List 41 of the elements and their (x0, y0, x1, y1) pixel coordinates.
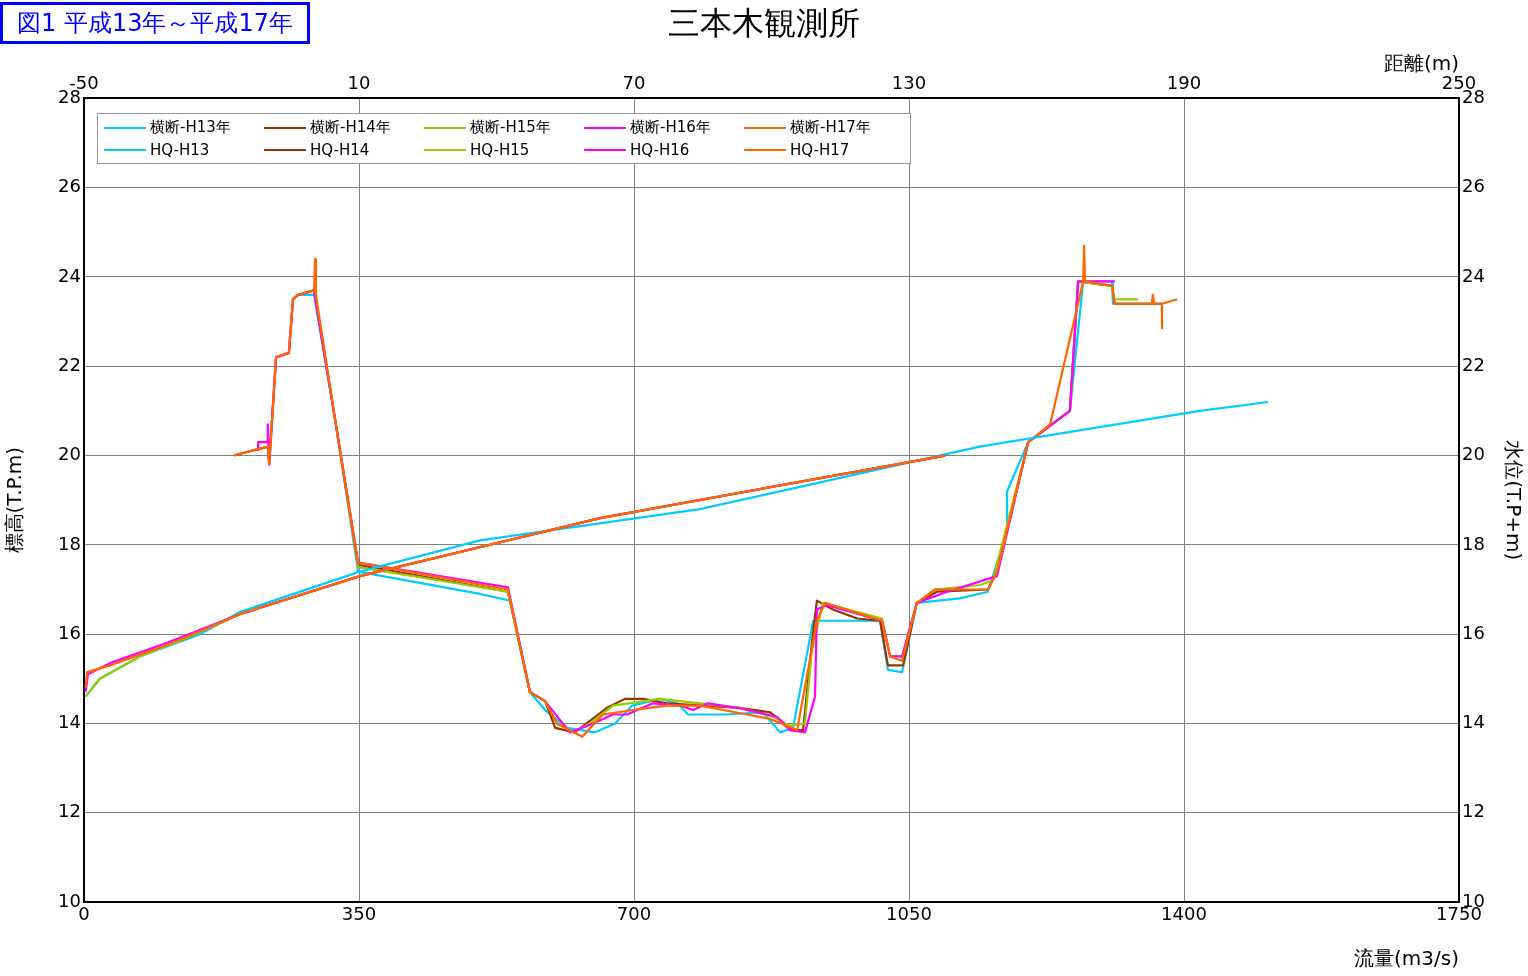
y-tick-label: 18 (58, 532, 81, 554)
y2-tick-label: 24 (1462, 264, 1485, 286)
x2-axis-title: 距離(m) (1383, 50, 1459, 75)
y-tick-label: 12 (58, 800, 81, 822)
legend-label: 横断-H17年 (790, 118, 871, 137)
legend-label: 横断-H14年 (310, 118, 391, 137)
x2-tick-label: 10 (347, 72, 371, 94)
y-axis-title: 標高(T.P.m) (2, 446, 27, 554)
y2-tick-label: 22 (1462, 353, 1485, 375)
legend-label: 横断-H16年 (630, 118, 711, 137)
y2-tick-label: 18 (1462, 532, 1485, 554)
y-tick-label: 24 (58, 264, 81, 286)
x-tick-label: 1400 (1161, 903, 1207, 925)
x-tick-label: 1050 (886, 903, 932, 925)
legend-label: HQ-H17 (790, 141, 850, 159)
x2-tick-label: 70 (622, 72, 646, 94)
y-tick-label: 20 (58, 443, 81, 465)
legend-label: HQ-H15 (470, 141, 530, 159)
y-tick-label: 14 (58, 711, 81, 733)
y-tick-label: 22 (58, 353, 81, 375)
y-tick-label: 16 (58, 621, 81, 643)
y2-tick-label: 16 (1462, 621, 1485, 643)
legend-label: HQ-H16 (630, 141, 690, 159)
y2-axis-title: 水位(T.P+m) (1501, 440, 1526, 561)
x-tick-label: 700 (616, 903, 652, 925)
caption: 図1 平成13年～平成17年 (0, 2, 310, 44)
x2-tick-label: 130 (891, 72, 927, 94)
y-tick-label: 26 (58, 175, 81, 197)
legend-label: HQ-H13 (150, 141, 210, 159)
x2-tick-label: 190 (1166, 72, 1202, 94)
y2-tick-label: 26 (1462, 175, 1485, 197)
x-tick-label: 350 (341, 903, 377, 925)
legend-label: 横断-H13年 (150, 118, 231, 137)
y-tick-label: 10 (58, 889, 81, 911)
y2-tick-label: 14 (1462, 711, 1485, 733)
chart-title: 三本木観測所 (668, 3, 860, 42)
y2-tick-label: 12 (1462, 800, 1485, 822)
y2-tick-label: 20 (1462, 443, 1485, 465)
x-axis-title: 流量(m3/s) (1354, 946, 1459, 971)
legend-label: HQ-H14 (310, 141, 370, 159)
legend-label: 横断-H15年 (470, 118, 551, 137)
